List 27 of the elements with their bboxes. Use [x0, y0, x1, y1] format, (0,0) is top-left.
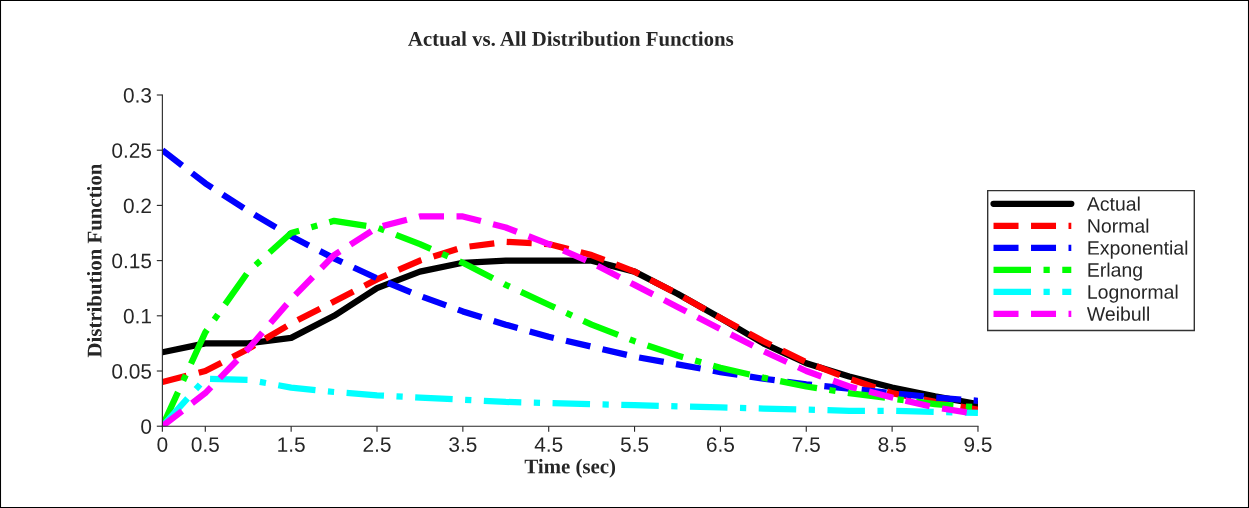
y-axis-title: Distribution Function — [86, 163, 102, 358]
y-tick-label: 0.3 — [123, 88, 152, 103]
x-tick-label: 1.5 — [278, 437, 305, 452]
legend-label: Weibull — [1086, 306, 1149, 321]
x-tick-label: 7.5 — [792, 437, 820, 452]
y-tick-label: 0 — [141, 419, 152, 434]
y-tick-label: 0.1 — [123, 308, 151, 324]
y-tick-label: 0.2 — [123, 198, 151, 214]
x-tick-label: 6.5 — [706, 437, 735, 452]
legend-label: Normal — [1088, 218, 1149, 233]
legend-label: Exponential — [1088, 240, 1188, 259]
x-tick-label: 0.5 — [191, 437, 219, 452]
x-tick-label: 4.5 — [534, 437, 563, 452]
x-tick-label: 3.5 — [449, 437, 477, 452]
x-tick-label: 2.5 — [363, 437, 391, 452]
y-tick-label: 0.05 — [112, 364, 152, 379]
legend-label: Actual — [1086, 196, 1140, 211]
chart-title: Actual vs. All Distribution Functions — [408, 31, 734, 47]
y-tick-label: 0.15 — [112, 253, 152, 269]
x-tick-label: 5.5 — [620, 437, 649, 452]
x-tick-label: 8.5 — [878, 437, 906, 452]
x-tick-label: 9.5 — [964, 437, 992, 452]
x-tick-label: 0 — [157, 437, 168, 452]
x-axis-title: Time (sec) — [524, 458, 616, 478]
legend-label: Erlang — [1088, 262, 1142, 281]
y-tick-label: 0.25 — [112, 143, 152, 158]
legend-label: Lognormal — [1088, 284, 1178, 303]
